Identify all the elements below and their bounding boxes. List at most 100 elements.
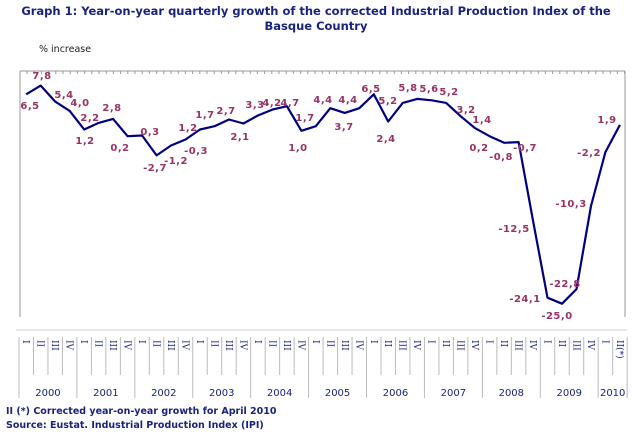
data-label: -0,7	[513, 143, 537, 154]
quarter-tick-label: III	[397, 340, 407, 351]
data-label: 2,7	[216, 106, 235, 117]
data-label: 5,6	[419, 84, 438, 95]
quarter-tick-label: III	[107, 340, 117, 351]
source-note: Source: Eustat. Industrial Production In…	[6, 420, 264, 431]
quarter-tick-label: IV	[295, 340, 305, 351]
data-label: 5,4	[54, 90, 73, 101]
data-label: 5,2	[378, 96, 397, 107]
quarter-tick-label: IV	[527, 340, 537, 351]
data-label: 0,2	[469, 143, 488, 154]
quarter-tick-label: II	[151, 340, 161, 348]
quarter-tick-label: III	[223, 340, 233, 351]
year-tick-label: 2010	[600, 388, 625, 399]
data-label: -0,8	[489, 152, 513, 163]
data-label: -22,8	[549, 279, 580, 290]
data-label: 0,3	[140, 127, 159, 138]
data-label: 2,2	[80, 113, 99, 124]
quarter-tick-label: III	[49, 340, 59, 351]
year-tick-label: 2006	[383, 388, 408, 399]
chart-title: Graph 1: Year-on-year quarterly growth o…	[0, 4, 632, 34]
year-tick-label: 2004	[267, 388, 292, 399]
quarter-tick-label: I	[542, 340, 552, 344]
quarter-tick-label: I	[194, 340, 204, 344]
data-label: 4,2	[262, 98, 281, 109]
series-line	[25, 84, 621, 305]
quarter-tick-label: III	[165, 340, 175, 351]
quarter-tick-label: II	[93, 340, 103, 348]
quarter-tick-label: I	[368, 340, 378, 344]
year-tick-label: 2009	[557, 388, 582, 399]
data-label: 0,2	[110, 143, 129, 154]
data-label: 2,8	[102, 103, 121, 114]
quarter-tick-label: II(*)	[614, 340, 625, 359]
quarter-tick-label: IV	[122, 340, 132, 351]
quarter-tick-label: III	[513, 340, 523, 351]
year-tick-label: 2005	[325, 388, 350, 399]
quarter-tick-label: IV	[585, 340, 595, 351]
data-label: -24,1	[509, 294, 540, 305]
quarter-tick-label: II	[35, 340, 45, 348]
data-label: 3,7	[334, 122, 353, 133]
year-tick-label: 2007	[441, 388, 466, 399]
quarter-tick-label: I	[484, 340, 494, 344]
quarter-tick-label: III	[455, 340, 465, 351]
data-label: -10,3	[555, 199, 586, 210]
title-line-1: Graph 1: Year-on-year quarterly growth o…	[21, 4, 611, 18]
quarter-tick-label: I	[599, 340, 609, 344]
year-tick-label: 2002	[151, 388, 176, 399]
data-label: 4,4	[338, 95, 357, 106]
data-label: -12,5	[498, 224, 529, 235]
quarter-tick-label: II	[440, 340, 450, 348]
data-label: -2,7	[143, 163, 167, 174]
quarter-tick-label: III	[570, 340, 580, 351]
year-tick-label: 2000	[35, 388, 60, 399]
year-tick-label: 2003	[209, 388, 234, 399]
data-label: 2,4	[376, 134, 395, 145]
data-label: -2,2	[577, 148, 601, 159]
data-label: 1,9	[597, 115, 616, 126]
data-label: 4,0	[70, 98, 89, 109]
data-label: 1,2	[178, 123, 197, 134]
data-label: 5,8	[398, 83, 417, 94]
quarter-tick-label: I	[426, 340, 436, 344]
y-axis-label: % increase	[39, 44, 92, 55]
quarter-tick-label: II	[382, 340, 392, 348]
year-tick-label: 2001	[93, 388, 118, 399]
quarter-tick-label: I	[136, 340, 146, 344]
data-label: 7,8	[32, 71, 51, 82]
quarter-tick-label: IV	[180, 340, 190, 351]
quarter-tick-label: II	[498, 340, 508, 348]
quarter-tick-label: III	[339, 340, 349, 351]
year-tick-label: 2008	[499, 388, 524, 399]
quarter-tick-label: II	[208, 340, 218, 348]
data-label: 3,2	[456, 105, 475, 116]
data-label: -25,0	[541, 311, 572, 322]
quarter-tick-label: IV	[237, 340, 247, 351]
data-label: 1,4	[472, 115, 491, 126]
footnote: II (*) Corrected year-on-year growth for…	[6, 406, 277, 417]
data-label: -1,2	[164, 156, 188, 167]
data-label: 6,5	[20, 101, 39, 112]
data-label: 1,7	[195, 110, 214, 121]
data-label: -0,3	[184, 146, 208, 157]
quarter-tick-label: IV	[469, 340, 479, 351]
title-line-2: Basque Country	[264, 19, 368, 33]
quarter-tick-label: IV	[64, 340, 74, 351]
quarter-tick-label: I	[252, 340, 262, 344]
data-label: 4,4	[313, 95, 332, 106]
quarter-tick-label: II	[556, 340, 566, 348]
quarter-tick-label: II	[324, 340, 334, 348]
data-label: 5,2	[439, 87, 458, 98]
data-label: 4,7	[280, 98, 299, 109]
quarter-tick-label: II	[266, 340, 276, 348]
quarter-tick-label: III	[281, 340, 291, 351]
data-label: 2,1	[230, 132, 249, 143]
data-label: 1,2	[75, 136, 94, 147]
quarter-tick-label: I	[78, 340, 88, 344]
data-label: 1,0	[288, 143, 307, 154]
data-label: 6,5	[361, 84, 380, 95]
quarter-tick-label: IV	[411, 340, 421, 351]
quarter-tick-label: I	[310, 340, 320, 344]
quarter-tick-label: IV	[353, 340, 363, 351]
